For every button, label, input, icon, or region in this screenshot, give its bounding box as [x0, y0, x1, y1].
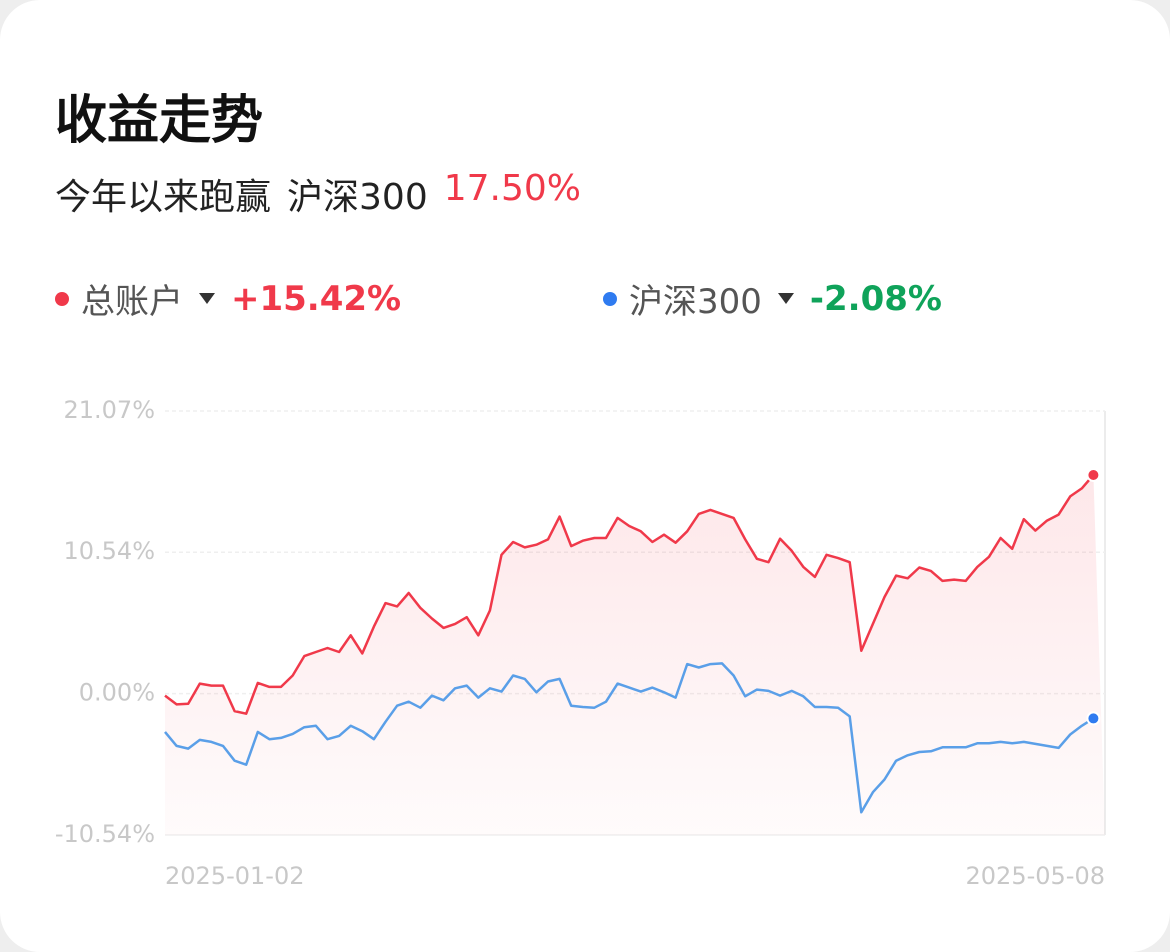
y-tick-label: -10.54%	[55, 820, 155, 848]
y-tick-label: 0.00%	[79, 679, 155, 707]
legend-dot	[55, 291, 69, 306]
legend-name: 沪深300	[629, 282, 762, 322]
x-tick-label: 2025-01-02	[165, 862, 304, 890]
end-dot	[1086, 711, 1101, 726]
subtitle-text: 今年以来跑赢	[55, 177, 272, 218]
subtitle-value: 17.50%	[443, 168, 582, 209]
legend-arrow	[199, 293, 215, 304]
x-tick-label: 2025-05-08	[966, 862, 1105, 890]
subtitle: 今年以来跑赢 沪深300 17.50%	[55, 168, 581, 220]
area	[165, 475, 1105, 835]
line	[164, 474, 1095, 715]
legend-change: +15.42%	[231, 278, 402, 319]
legend-item: 沪深300 -2.08%	[603, 274, 942, 323]
y-tick-label: 10.54%	[63, 537, 155, 565]
legend-dot	[603, 291, 617, 306]
legend-arrow	[777, 293, 794, 304]
title: 收益走势	[55, 91, 264, 151]
legend-item: 总账户 +15.42%	[55, 274, 401, 323]
y-tick-label: 21.07%	[63, 396, 155, 424]
subtitle-benchmark: 沪深300	[287, 177, 428, 218]
legend-change: -2.08%	[809, 278, 942, 319]
line	[164, 662, 1095, 814]
legend-name: 总账户	[81, 282, 183, 322]
end-dot	[1086, 467, 1101, 482]
